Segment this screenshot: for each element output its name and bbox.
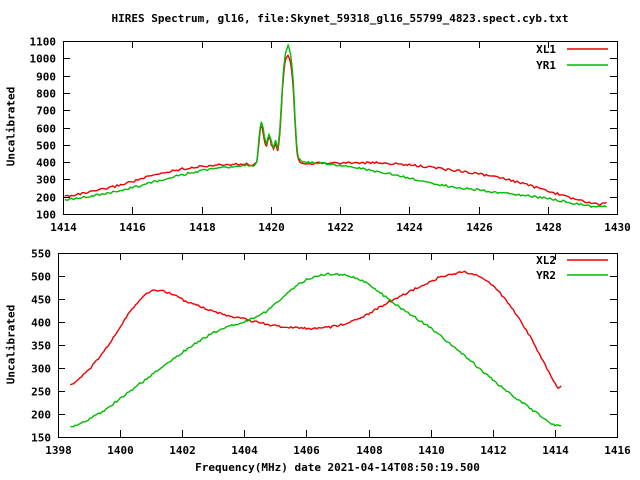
series-YR2-line <box>70 272 562 428</box>
y-tick-label: 550 <box>31 248 51 261</box>
x-tick-label: 1430 <box>604 221 631 234</box>
series-YR1-line <box>64 43 608 208</box>
x-tick-label: 1426 <box>466 221 493 234</box>
legend-label-xl1: XL1 <box>536 43 556 56</box>
series-XL2-line <box>70 270 562 390</box>
x-tick-label: 1408 <box>356 444 383 457</box>
x-tick-label: 1416 <box>604 444 631 457</box>
chart-title: HIRES Spectrum, gl16, file:Skynet_59318_… <box>111 12 569 25</box>
y-tick-label: 400 <box>36 157 56 170</box>
x-tick-label: 1422 <box>327 221 354 234</box>
y-tick-label: 200 <box>31 409 51 422</box>
y-tick-label: 600 <box>36 123 56 136</box>
x-tick-label: 1406 <box>293 444 320 457</box>
y-tick-label: 350 <box>31 340 51 353</box>
series-XL1-line <box>64 54 607 207</box>
y-tick-label: 100 <box>36 209 56 222</box>
plot-frame <box>58 253 618 438</box>
bottom-plot-y-axis-label: Uncalibrated <box>4 304 18 385</box>
y-tick-label: 500 <box>36 140 56 153</box>
y-tick-label: 900 <box>36 71 56 84</box>
legend-label-xl2: XL2 <box>536 254 556 267</box>
x-tick-label: 1404 <box>231 444 258 457</box>
x-tick-label: 1428 <box>535 221 562 234</box>
y-tick-label: 300 <box>31 363 51 376</box>
x-tick-label: 1402 <box>169 444 196 457</box>
x-tick-label: 1400 <box>107 444 134 457</box>
y-tick-label: 800 <box>36 88 56 101</box>
x-tick-label: 1418 <box>189 221 216 234</box>
y-tick-label: 150 <box>31 432 51 445</box>
y-tick-label: 700 <box>36 105 56 118</box>
top-plot-y-axis-label: Uncalibrated <box>4 86 18 167</box>
y-tick-label: 1000 <box>30 53 57 66</box>
legend-label-yr1: YR1 <box>536 59 556 72</box>
x-tick-label: 1414 <box>50 221 77 234</box>
x-tick-label: 1420 <box>258 221 285 234</box>
x-tick-label: 1424 <box>396 221 423 234</box>
y-tick-label: 300 <box>36 174 56 187</box>
y-tick-label: 400 <box>31 317 51 330</box>
y-tick-label: 200 <box>36 192 56 205</box>
x-axis-label: Frequency(MHz) date 2021-04-14T08:50:19.… <box>195 461 480 474</box>
y-tick-label: 250 <box>31 386 51 399</box>
bottom-plot: 1398 1400 1402 1404 1406 1408 1410 1412 1414 1416… <box>31 248 631 458</box>
x-tick-label: 1414 <box>542 444 569 457</box>
x-tick-label: 1412 <box>480 444 507 457</box>
y-tick-label: 500 <box>31 271 51 284</box>
x-tick-label: 1398 <box>45 444 72 457</box>
x-tick-label: 1416 <box>119 221 146 234</box>
y-tick-label: 450 <box>31 294 51 307</box>
legend-label-yr2: YR2 <box>536 269 556 282</box>
y-tick-label: 1100 <box>30 36 57 49</box>
x-tick-label: 1410 <box>418 444 445 457</box>
top-plot: 1414 1416 1418 1420 1422 1424 1426 1428 1430 100 2… <box>30 36 631 235</box>
